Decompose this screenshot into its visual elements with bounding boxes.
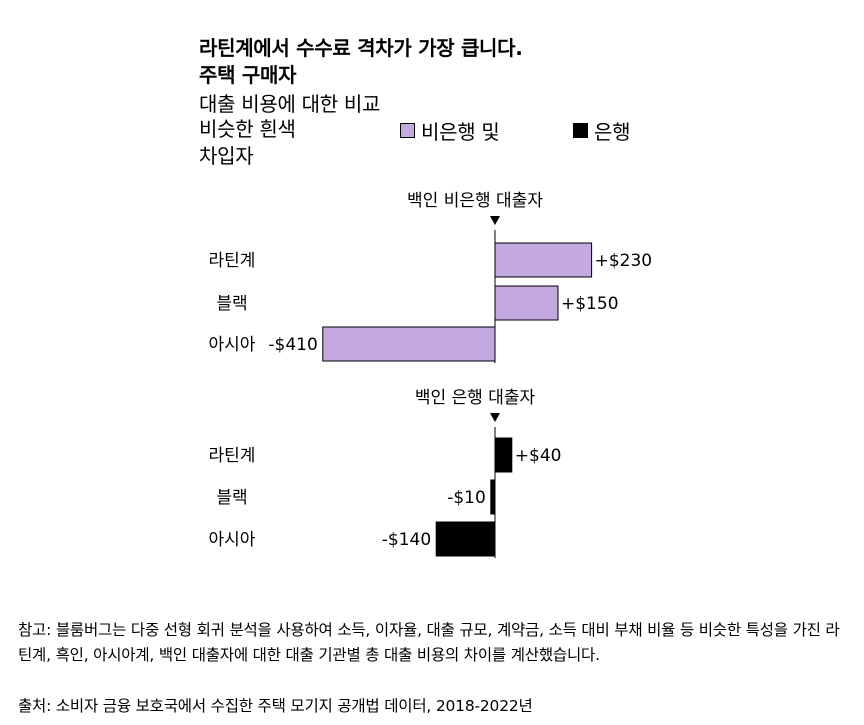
category-label-2-1: 라틴계 [209, 446, 256, 466]
panel-title-2: 백인 은행 대출자 [415, 388, 536, 408]
category-label-2-3: 아시아 [209, 530, 256, 550]
legend-intro: 비슷한 흰색 차입자 [199, 116, 296, 170]
bar-2-3 [435, 521, 496, 557]
zero-marker-1 [490, 216, 500, 225]
bar-2-2 [490, 479, 496, 515]
value-label-1-1: +$230 [595, 251, 653, 271]
value-label-2-1: +$40 [515, 446, 562, 466]
legend-intro-line1: 비슷한 흰색 [199, 117, 296, 141]
chart-subtitle: 대출 비용에 대한 비교 [199, 92, 381, 116]
category-label-1-2: 블랙 [216, 294, 247, 314]
legend-label-bank: 은행 [594, 120, 631, 144]
bar-1-1 [494, 242, 593, 278]
value-label-1-3: -$410 [268, 335, 317, 355]
legend-entry-nonbank: 비은행 및 [400, 116, 500, 145]
panel-title-1: 백인 비은행 대출자 [407, 191, 543, 211]
source-note: 출처: 소비자 금융 보호국에서 수집한 주택 모기지 공개법 데이터, 201… [18, 697, 533, 715]
legend-label-nonbank: 비은행 및 [421, 120, 500, 144]
category-label-1-3: 아시아 [209, 335, 256, 355]
bar-1-3 [322, 326, 496, 362]
footnote: 참고: 블룸버그는 다중 선형 회귀 분석을 사용하여 소득, 이자율, 대출 … [18, 621, 840, 664]
category-label-2-2: 블랙 [216, 488, 247, 508]
value-label-1-2: +$150 [561, 294, 619, 314]
legend-swatch-bank [573, 123, 588, 138]
chart-title-line1: 라틴계에서 수수료 격차가 가장 큽니다. [199, 36, 523, 60]
legend-entry-bank: 은행 [573, 116, 631, 145]
value-label-2-2: -$10 [447, 488, 486, 508]
category-label-1-1: 라틴계 [209, 251, 256, 271]
legend-intro-line2: 차입자 [199, 144, 254, 168]
zero-marker-2 [490, 413, 500, 422]
value-label-2-3: -$140 [382, 530, 431, 550]
legend-swatch-nonbank [400, 123, 415, 138]
bar-2-1 [494, 437, 513, 473]
chart-title-line2: 주택 구매자 [199, 63, 297, 87]
bar-1-2 [494, 285, 559, 321]
